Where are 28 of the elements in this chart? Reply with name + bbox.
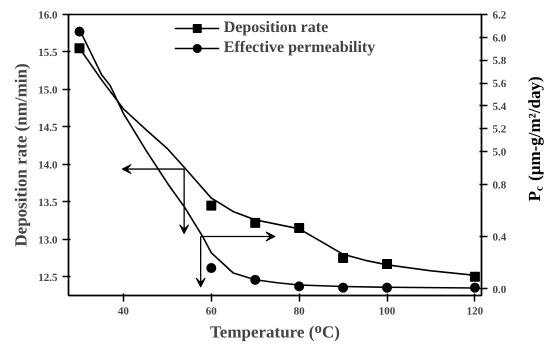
y2-tick-label: 0.4 bbox=[492, 232, 507, 244]
y-tick-label: 15.0 bbox=[38, 84, 58, 96]
y-tick-label: 16.0 bbox=[38, 10, 58, 22]
y-tick-label: 14.0 bbox=[38, 159, 58, 172]
y3-tick-label: 6.0 bbox=[492, 32, 507, 44]
legend-label: Effective permeability bbox=[224, 39, 376, 57]
x-tick-label: 40 bbox=[118, 306, 130, 318]
y-tick-label: 13.5 bbox=[38, 196, 58, 209]
legend-label: Deposition rate bbox=[224, 19, 328, 37]
y-tick-label: 14.5 bbox=[38, 122, 58, 134]
y3-tick-label: 5.4 bbox=[492, 100, 507, 113]
y-tick-label: 13.0 bbox=[38, 234, 58, 246]
x-tick-label: 80 bbox=[294, 306, 306, 318]
y2-tick-label: 0.8 bbox=[492, 179, 507, 192]
y3-tick-label: 6.2 bbox=[492, 10, 507, 22]
y2-tick-label: 0.0 bbox=[492, 284, 507, 296]
y3-tick-label: 5.2 bbox=[492, 124, 507, 136]
x-tick-label: 60 bbox=[206, 306, 218, 318]
y-axis-title: Deposition rate (nm/min) bbox=[11, 63, 30, 247]
y3-tick-label: 5.6 bbox=[492, 78, 507, 90]
x-tick-label: 120 bbox=[466, 306, 484, 318]
y-tick-label: 15.5 bbox=[38, 46, 58, 59]
y2-axis-title: Pc (μm-g/m²/day) bbox=[525, 76, 546, 202]
x-tick-label: 100 bbox=[378, 306, 396, 318]
y3-tick-label: 5.0 bbox=[492, 146, 507, 159]
x-axis-title: Temperature (ᴼC) bbox=[210, 322, 340, 342]
y-tick-label: 12.5 bbox=[38, 272, 58, 284]
y3-tick-label: 5.8 bbox=[492, 55, 507, 68]
